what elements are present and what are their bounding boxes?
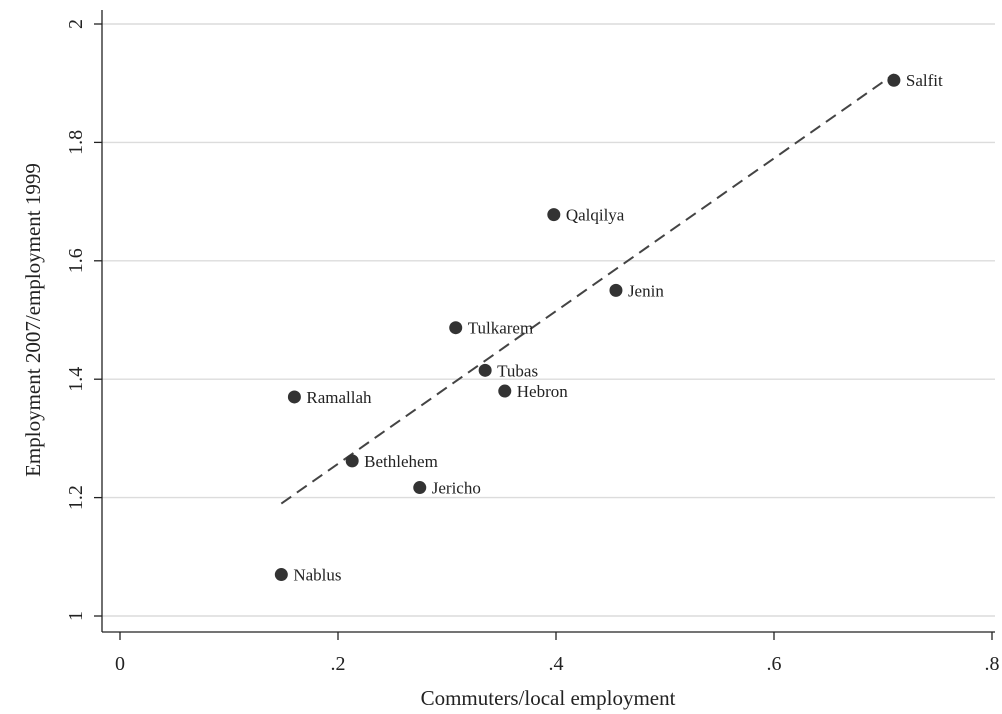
data-point [449,321,463,335]
x-tick-label: .8 [985,653,1000,675]
fit-line-layer [280,73,895,505]
fit-line [280,73,895,505]
x-tick-label: .2 [331,653,346,675]
point-label: Tulkarem [468,319,533,338]
x-tick-label: .6 [767,653,782,675]
point-label: Tubas [497,361,538,380]
point-label: Nablus [293,566,341,585]
data-point [287,390,301,404]
x-tick-label: 0 [115,653,125,675]
y-axis-title: Employment 2007/employment 1999 [21,163,45,477]
data-point [887,73,901,87]
points: Salfit Qalqilya Jenin Tulkarem Tubas Hebron Ra… [274,71,943,585]
ticks: 1 1.2 1.4 1.6 1.8 2 0 .2 .4 .6 .8 [65,19,1000,675]
x-tick-label: .4 [549,653,564,675]
data-point [478,363,492,377]
point-label: Jenin [628,281,664,300]
point-label: Qalqilya [566,206,625,225]
y-tick-label: 1.8 [65,130,87,155]
y-tick-label: 1.2 [65,485,87,510]
data-point [274,568,288,582]
gridlines [102,23,995,617]
point-label: Salfit [906,71,943,90]
point-label: Hebron [517,382,568,401]
data-point [609,283,623,297]
point-label: Bethlehem [364,452,438,471]
y-tick-label: 2 [65,19,87,29]
point-label: Ramallah [306,388,372,407]
data-point [345,454,359,468]
point-label: Jericho [432,479,481,498]
y-tick-label: 1 [65,611,87,621]
data-point [547,208,561,222]
y-tick-label: 1.6 [65,248,87,273]
x-axis-title: Commuters/local employment [421,686,676,710]
y-tick-label: 1.4 [65,367,87,392]
data-point [498,384,512,398]
data-point [413,481,427,495]
axes [101,10,995,633]
